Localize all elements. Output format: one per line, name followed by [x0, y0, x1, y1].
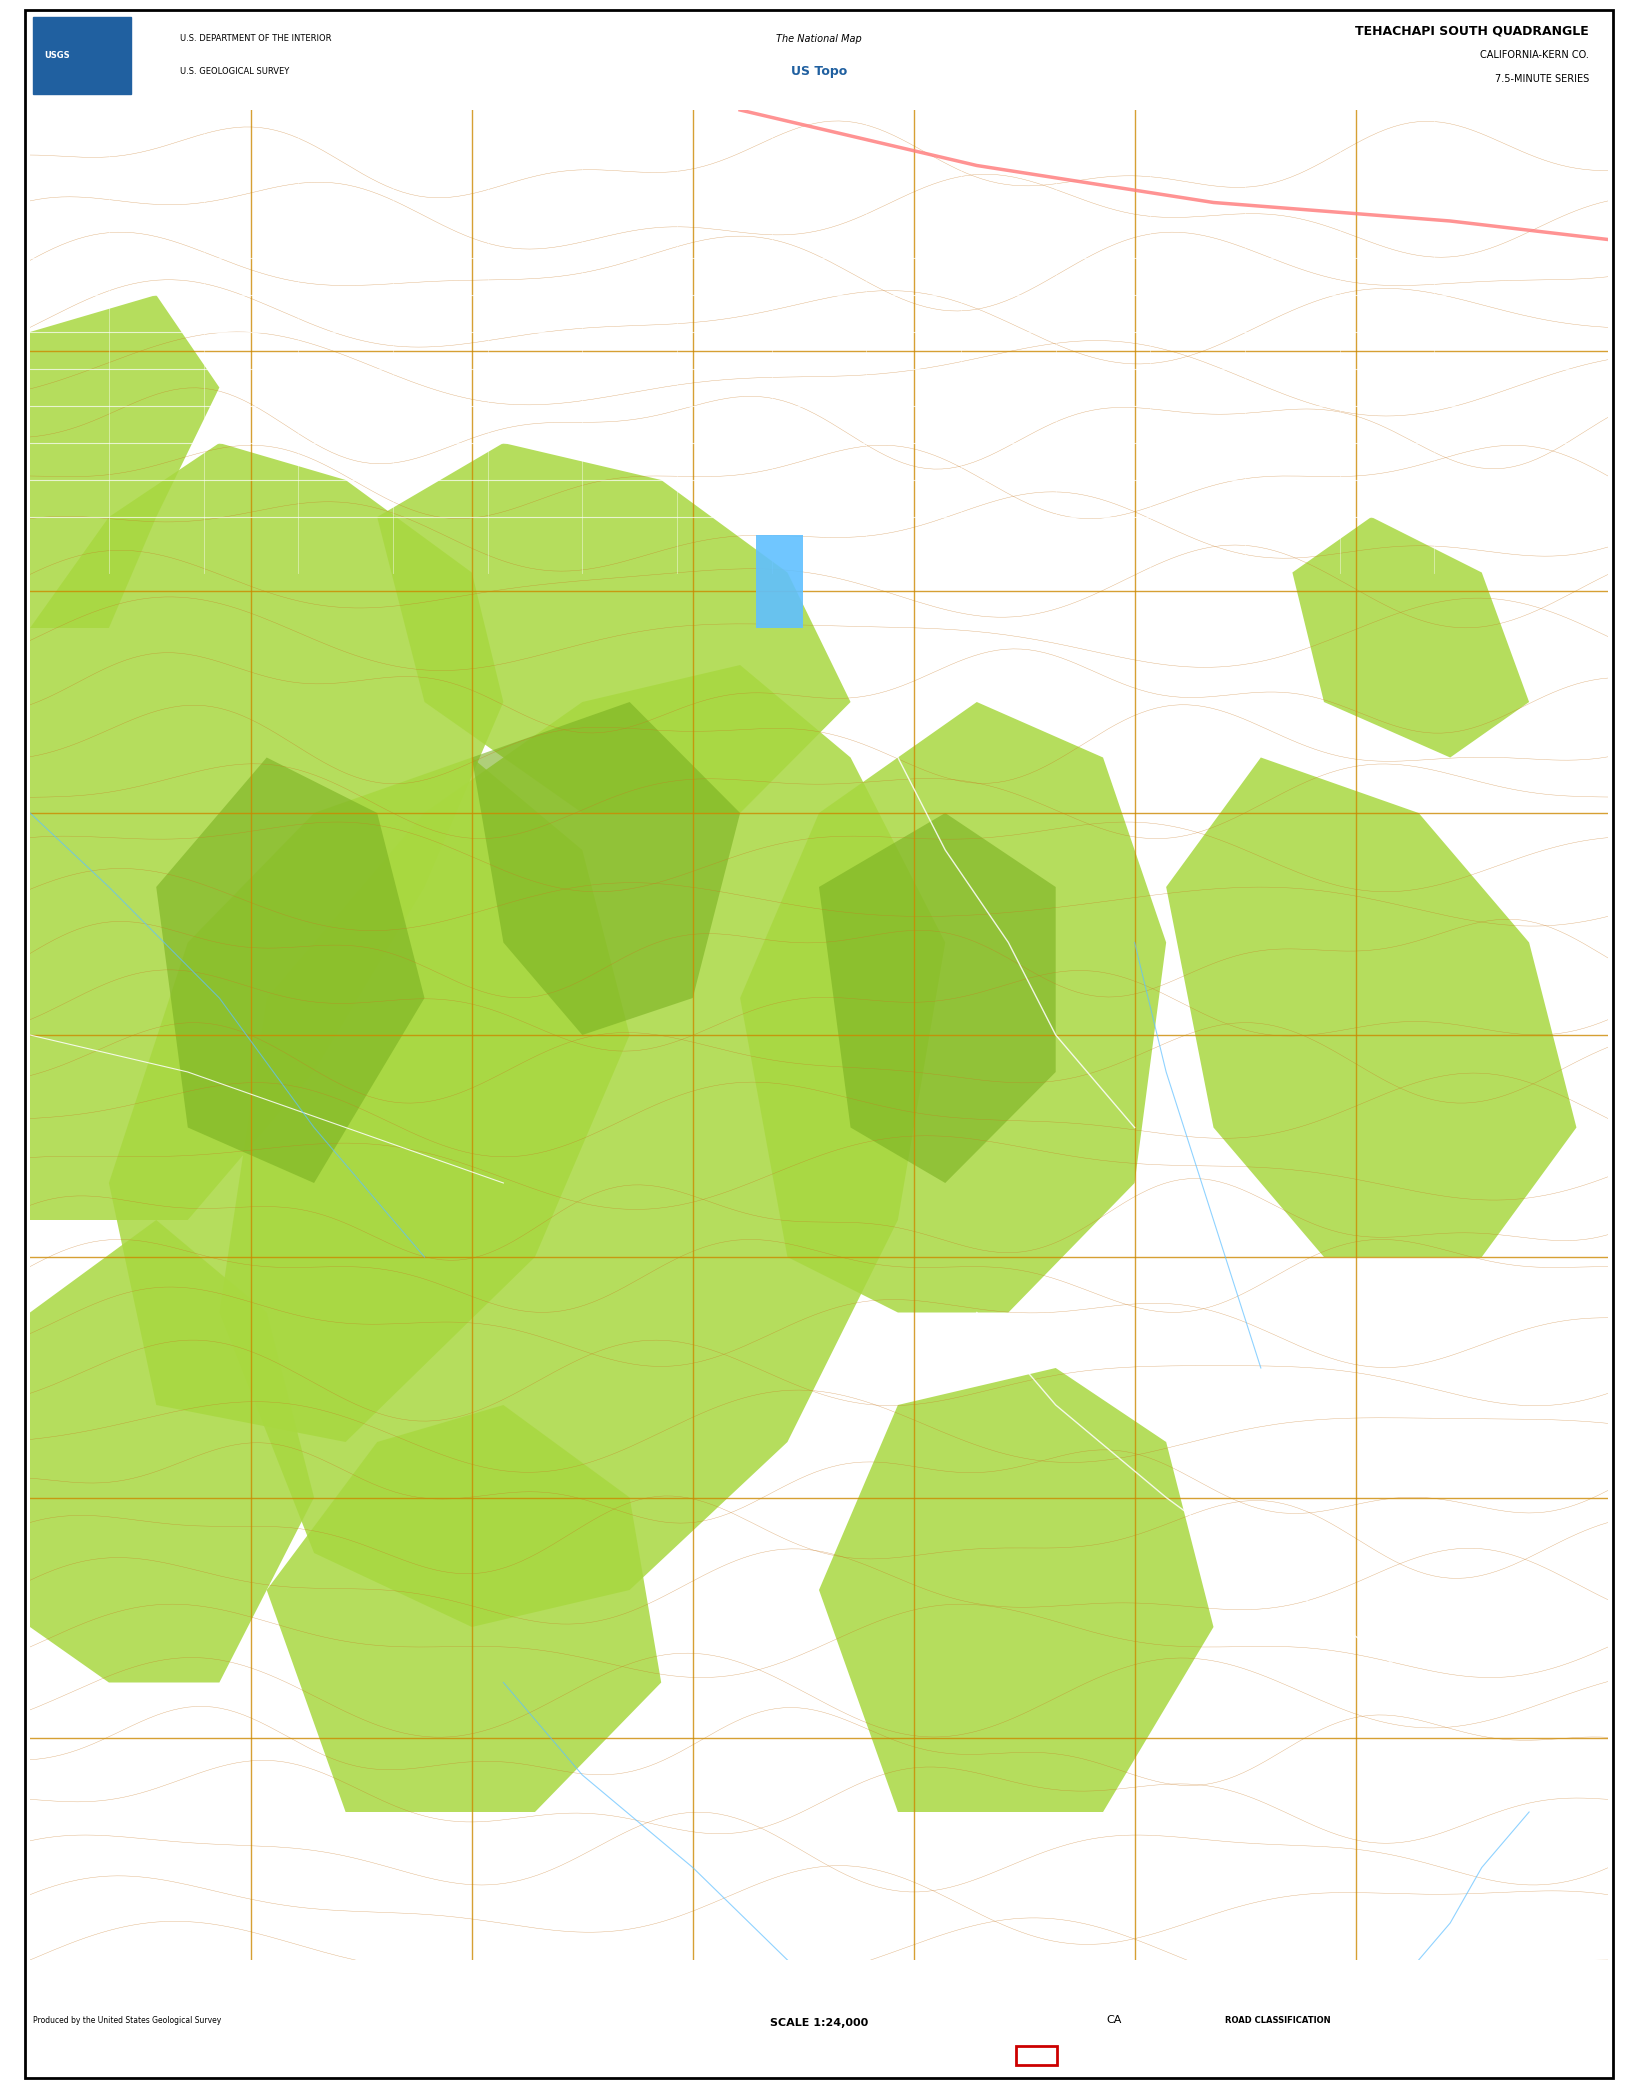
Text: Produced by the United States Geological Survey: Produced by the United States Geological… — [33, 2017, 221, 2025]
Polygon shape — [819, 812, 1057, 1184]
Polygon shape — [219, 664, 945, 1627]
Polygon shape — [108, 758, 629, 1443]
Bar — [1016, 2046, 1057, 2065]
Text: TEHACHAPI SOUTH QUADRANGLE: TEHACHAPI SOUTH QUADRANGLE — [1355, 25, 1589, 38]
Polygon shape — [156, 758, 424, 1184]
Text: US Topo: US Topo — [791, 65, 847, 77]
Polygon shape — [29, 1219, 314, 1683]
Text: U.S. GEOLOGICAL SURVEY: U.S. GEOLOGICAL SURVEY — [180, 67, 290, 75]
Text: CALIFORNIA-KERN CO.: CALIFORNIA-KERN CO. — [1481, 50, 1589, 61]
Polygon shape — [1166, 758, 1576, 1257]
Text: The National Map: The National Map — [776, 33, 862, 44]
Polygon shape — [377, 443, 850, 812]
Text: U.S. DEPARTMENT OF THE INTERIOR: U.S. DEPARTMENT OF THE INTERIOR — [180, 33, 331, 44]
Text: USGS: USGS — [44, 50, 70, 58]
Text: ROAD CLASSIFICATION: ROAD CLASSIFICATION — [1225, 2017, 1330, 2025]
Text: SCALE 1:24,000: SCALE 1:24,000 — [770, 2017, 868, 2027]
Polygon shape — [472, 702, 740, 1036]
Text: 7.5-MINUTE SERIES: 7.5-MINUTE SERIES — [1494, 75, 1589, 84]
Polygon shape — [1292, 518, 1530, 758]
Polygon shape — [819, 1368, 1214, 1812]
Bar — [33, 17, 131, 94]
Polygon shape — [267, 1405, 662, 1812]
Bar — [755, 535, 803, 628]
Text: CA: CA — [1106, 2015, 1122, 2025]
Polygon shape — [29, 443, 503, 1219]
Polygon shape — [740, 702, 1166, 1313]
Polygon shape — [29, 294, 219, 628]
